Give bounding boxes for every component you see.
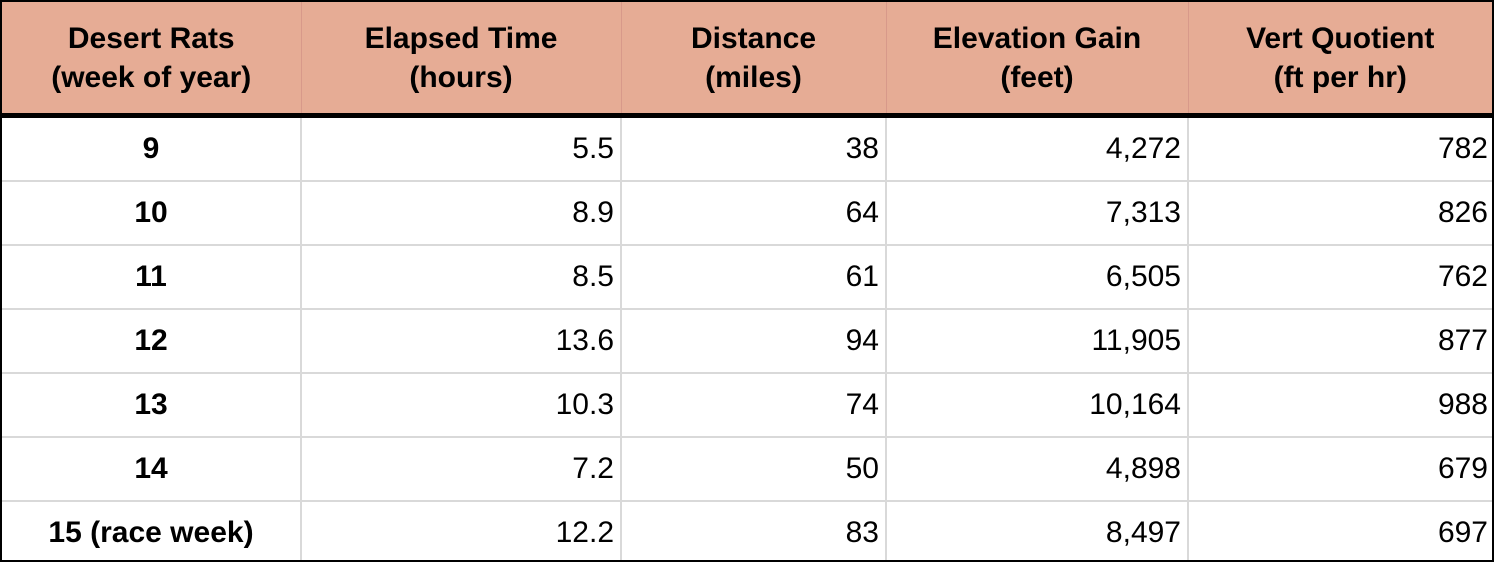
cell-elevation-gain[interactable]: 8,497 (886, 501, 1189, 560)
cell-distance[interactable]: 74 (621, 373, 887, 438)
header-distance-line2: (miles) (705, 60, 802, 94)
header-elapsed-time[interactable]: Elapsed Time (hours) (301, 2, 622, 118)
header-week[interactable]: Desert Rats (week of year) (2, 2, 302, 118)
table-row: 9 5.5 38 4,272 782 (2, 115, 1492, 182)
table-row: 12 13.6 94 11,905 877 (2, 309, 1492, 374)
cell-elevation-gain[interactable]: 10,164 (886, 373, 1189, 438)
cell-elevation-gain[interactable]: 11,905 (886, 309, 1189, 374)
cell-elapsed-time[interactable]: 7.2 (301, 437, 622, 502)
cell-elevation-gain[interactable]: 4,272 (886, 115, 1189, 182)
header-distance[interactable]: Distance (miles) (621, 2, 887, 118)
table-row: 11 8.5 61 6,505 762 (2, 245, 1492, 310)
cell-vert-quotient[interactable]: 697 (1437, 516, 1488, 549)
cell-elapsed-time[interactable]: 8.9 (301, 181, 622, 246)
cell-vert-quotient[interactable]: 679 (1188, 437, 1492, 502)
cell-distance[interactable]: 38 (621, 115, 887, 182)
table-body: 9 5.5 38 4,272 782 10 8.9 64 7,313 826 1… (2, 115, 1492, 560)
cell-week[interactable]: 11 (2, 245, 302, 310)
header-elevation-gain[interactable]: Elevation Gain (feet) (886, 2, 1189, 118)
cell-week[interactable]: 12 (2, 309, 302, 374)
cell-elapsed-time[interactable]: 13.6 (301, 309, 622, 374)
header-elapsed-time-line2: (hours) (409, 60, 513, 94)
cell-distance[interactable]: 94 (621, 309, 887, 374)
cell-vert-quotient[interactable]: 762 (1188, 245, 1492, 310)
header-row: Desert Rats (week of year) Elapsed Time … (2, 2, 1492, 118)
header-vert-quotient-line2: (ft per hr) (1273, 60, 1407, 94)
header-week-line2: (week of year) (51, 60, 252, 94)
table-row: 13 10.3 74 10,164 988 (2, 373, 1492, 438)
cell-elapsed-time[interactable]: 8.5 (301, 245, 622, 310)
cell-vert-quotient[interactable]: 826 (1188, 181, 1492, 246)
header-elevation-gain-line2: (feet) (1000, 60, 1074, 94)
header-elapsed-time-line1: Elapsed Time (364, 21, 558, 55)
cell-vert-quotient[interactable]: 877 (1188, 309, 1492, 374)
cell-week[interactable]: 10 (2, 181, 302, 246)
table-row: 14 7.2 50 4,898 679 (2, 437, 1492, 502)
cell-elapsed-time[interactable]: 12.2 (301, 501, 622, 560)
table-row: 10 8.9 64 7,313 826 (2, 181, 1492, 246)
cell-elevation-gain[interactable]: 4,898 (886, 437, 1189, 502)
cell-week[interactable]: 15 (race week) (2, 501, 302, 560)
cell-distance[interactable]: 64 (621, 181, 887, 246)
cell-elevation-gain[interactable]: 6,505 (886, 245, 1189, 310)
cell-week[interactable]: 13 (2, 373, 302, 438)
header-vert-quotient-line1: Vert Quotient (1246, 21, 1435, 55)
cell-vert-quotient[interactable]: 782 (1188, 115, 1492, 182)
table-header: Desert Rats (week of year) Elapsed Time … (2, 2, 1492, 118)
cell-week[interactable]: 14 (2, 437, 302, 502)
cell-elapsed-time[interactable]: 10.3 (301, 373, 622, 438)
cell-distance[interactable]: 61 (621, 245, 887, 310)
cell-distance[interactable]: 83 (621, 501, 887, 560)
cell-elapsed-time[interactable]: 5.5 (301, 115, 622, 182)
table-row: 15 (race week) 12.2 83 8,497 697 (2, 501, 1492, 560)
cell-week[interactable]: 9 (2, 115, 302, 182)
header-week-line1: Desert Rats (67, 21, 235, 55)
cell-distance[interactable]: 50 (621, 437, 887, 502)
header-distance-line1: Distance (690, 21, 817, 55)
cell-elevation-gain[interactable]: 7,313 (886, 181, 1189, 246)
header-elevation-gain-line1: Elevation Gain (932, 21, 1142, 55)
header-vert-quotient[interactable]: Vert Quotient (ft per hr) (1188, 2, 1492, 118)
cell-vert-quotient[interactable]: 988 (1188, 373, 1492, 438)
